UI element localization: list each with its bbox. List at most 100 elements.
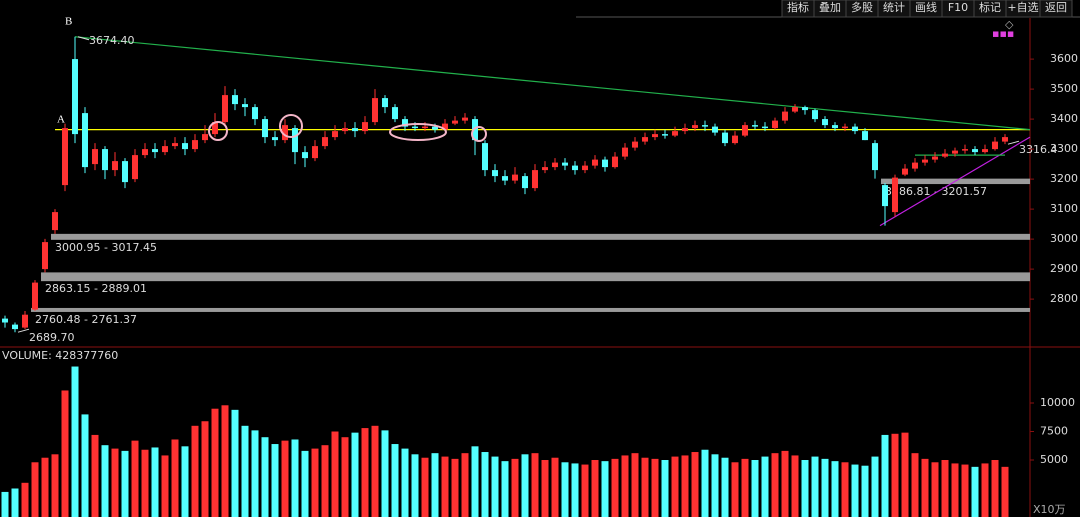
candle-body [202, 134, 208, 141]
volume-bar [221, 405, 229, 517]
toolbar-label[interactable]: 统计 [883, 1, 905, 14]
volume-bar [361, 428, 369, 517]
candle-body [182, 143, 188, 150]
highlight-ellipse [389, 123, 447, 141]
candle-body [842, 126, 848, 129]
candle-body [412, 126, 418, 129]
volume-bar [961, 464, 969, 517]
highlight-circle [208, 121, 228, 141]
candle-body [42, 242, 48, 270]
toolbar-label[interactable]: 叠加 [819, 1, 841, 14]
candle-body [232, 95, 238, 105]
volume-bar [681, 455, 689, 517]
drawn-line [879, 136, 1031, 227]
volume-bar [151, 447, 159, 517]
volume-bar [301, 450, 309, 517]
volume-bar [61, 390, 69, 517]
toolbar-label[interactable]: 返回 [1045, 1, 1067, 14]
marker-a: A [57, 114, 65, 126]
candle-body [132, 155, 138, 180]
drawn-line [74, 36, 1031, 131]
volume-bar [821, 458, 829, 517]
price-pointer [77, 36, 90, 41]
volume-bar [841, 462, 849, 517]
candle-body [932, 156, 938, 160]
volume-bar [181, 446, 189, 517]
y-tick-label: 3300 [1050, 142, 1078, 155]
volume-bar [691, 452, 699, 517]
candle-body [632, 141, 638, 148]
toolbar-label[interactable]: 指标 [787, 0, 809, 14]
candle-body [692, 125, 698, 129]
candle-body [1002, 137, 1008, 142]
volume-bar [211, 408, 219, 517]
candle-body [22, 314, 28, 328]
icon-dots[interactable]: ▪▪▪ [992, 27, 1014, 40]
candle-body [102, 149, 108, 171]
candle-body [962, 149, 968, 151]
volume-bar [481, 452, 489, 517]
volume-title: VOLUME: 428377760 [2, 349, 118, 362]
volume-bar [21, 482, 29, 517]
volume-bar [321, 445, 329, 517]
candle-body [922, 159, 928, 163]
gap-label: 2760.48 - 2761.37 [35, 313, 137, 326]
y-tick-label: 3500 [1050, 82, 1078, 95]
icon-diamond[interactable]: ◇ [1005, 18, 1014, 31]
volume-bar [941, 460, 949, 517]
candle-body [602, 159, 608, 168]
toolbar-label[interactable]: +自选 [1007, 1, 1038, 14]
y-tick-label: 3100 [1050, 202, 1078, 215]
candle-body [552, 162, 558, 168]
volume-bar [91, 434, 99, 517]
volume-bar [901, 432, 909, 517]
candle-body [472, 119, 478, 141]
candle-body [52, 212, 58, 231]
volume-bar [631, 453, 639, 517]
volume-bar [791, 455, 799, 517]
candle-body [62, 128, 68, 186]
toolbar-button[interactable] [1039, 0, 1073, 18]
candle-body [562, 162, 568, 166]
candle-body [342, 128, 348, 132]
volume-bar [541, 460, 549, 517]
volume-bar [461, 453, 469, 517]
toolbar-label[interactable]: 画线 [915, 0, 937, 14]
candle-body [832, 125, 838, 129]
volume-bar [711, 454, 719, 517]
volume-bar [421, 457, 429, 517]
candle-body [862, 131, 868, 141]
toolbar-label[interactable]: 标记 [979, 0, 1001, 14]
candle-body [582, 165, 588, 171]
candle-body [702, 125, 708, 127]
volume-bar [921, 458, 929, 517]
candle-body [502, 176, 508, 181]
candle-body [622, 147, 628, 157]
candle-body [732, 135, 738, 144]
gap-label: 3186.81 - 3201.57 [885, 185, 987, 198]
candle-body [972, 149, 978, 153]
candle-body [532, 170, 538, 189]
candle-body [452, 120, 458, 124]
candle-body [802, 107, 808, 111]
y-tick-label: 3200 [1050, 172, 1078, 185]
candle-body [952, 150, 958, 154]
volume-bar [581, 464, 589, 517]
y-tick-label: 3600 [1050, 52, 1078, 65]
candle-body [662, 134, 668, 136]
volume-bar [991, 460, 999, 517]
volume-bar [261, 437, 269, 517]
toolbar-label[interactable]: F10 [948, 1, 968, 14]
price-panel: 2760.48 - 2761.37 2863.15 - 2889.01 3000.9… [2, 34, 1058, 344]
gap-label: 2863.15 - 2889.01 [45, 282, 147, 295]
volume-bar [931, 462, 939, 517]
candle-body [542, 167, 548, 171]
volume-bar [351, 432, 359, 517]
volume-bar [411, 454, 419, 517]
volume-bar [701, 449, 709, 517]
volume-bar [1, 491, 9, 517]
volume-unit: X10万 [1033, 503, 1066, 516]
candle-body [912, 162, 918, 169]
toolbar-label[interactable]: 多股 [851, 0, 873, 14]
candle-body [422, 126, 428, 129]
